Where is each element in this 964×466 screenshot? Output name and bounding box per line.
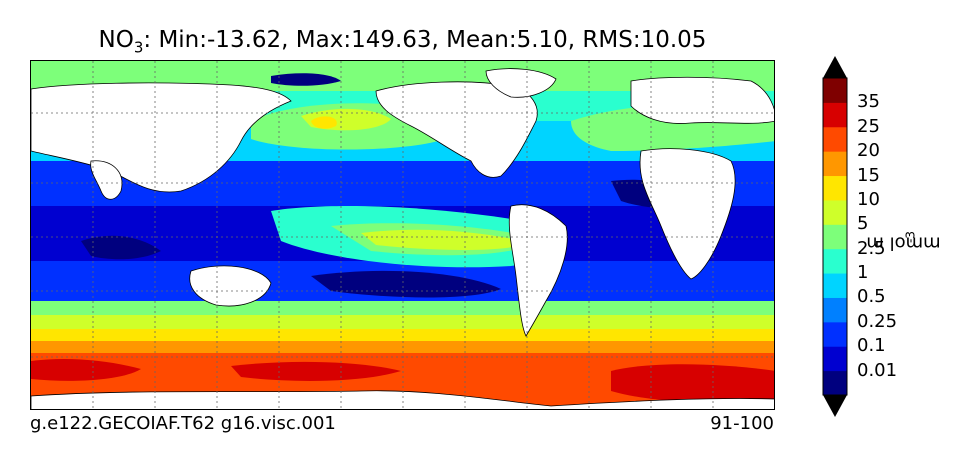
colorbar-segment xyxy=(823,126,847,152)
colorbar-segment xyxy=(823,224,847,250)
north-pacific-peak xyxy=(311,116,337,129)
oligotrophic-pacific-south xyxy=(311,270,501,298)
title-subscript: 3 xyxy=(133,38,144,57)
colorbar-tick-labels: 0.01 0.1 0.25 0.5 1 2.5 5 10 15 20 25 35 xyxy=(857,78,897,393)
colorbar-tick-label: 0.1 xyxy=(857,335,886,357)
colorbar-tick-label: 2.5 xyxy=(857,237,886,259)
band-southern-ocean-a xyxy=(31,341,774,353)
colorbar-segment xyxy=(823,370,847,396)
colorbar-tick-label: 35 xyxy=(857,91,880,113)
colorbar-segment xyxy=(823,346,847,372)
colorbar-tick-label: 1 xyxy=(857,262,869,284)
arctic-peak xyxy=(271,73,341,86)
colorbar-outline xyxy=(822,77,848,396)
north-america-landmass xyxy=(375,81,538,178)
southern-ocean-peak-2 xyxy=(31,358,141,381)
graticule xyxy=(31,61,774,409)
greenland-landmass xyxy=(485,68,557,98)
colorbar-extend-max xyxy=(823,56,847,78)
antarctica-landmass xyxy=(31,390,774,409)
map-panel xyxy=(30,60,775,410)
colorbar-tick-label: 0.25 xyxy=(857,310,898,332)
map-title: NO3: Min:-13.62, Max:149.63, Mean:5.10, … xyxy=(30,27,775,57)
southern-ocean-peak-3 xyxy=(231,361,401,381)
years-label: 91-100 xyxy=(710,413,774,434)
colorbar-segment xyxy=(823,273,847,298)
band-south-mid-c xyxy=(31,329,774,341)
land-masses xyxy=(31,68,774,409)
equatorial-pacific-peak xyxy=(361,229,531,250)
colorbar xyxy=(822,56,848,417)
case-name-label: g.e122.GECOIAF.T62 g16.visc.001 xyxy=(30,413,336,434)
colorbar-segment xyxy=(823,151,847,177)
colorbar-segment xyxy=(823,248,847,274)
units-base: mmol m xyxy=(866,232,941,254)
southern-ocean-peak-1 xyxy=(611,364,774,404)
europe-landmass xyxy=(630,76,774,124)
colorbar-tick-label: 0.5 xyxy=(857,286,886,308)
title-variable: NO xyxy=(98,27,134,53)
colorbar-extend-min xyxy=(823,395,847,417)
colorbar-segment xyxy=(823,297,847,323)
colorbar-segment xyxy=(823,199,847,225)
colorbar-segment xyxy=(823,102,847,128)
oligotrophic-indian xyxy=(81,235,161,260)
colorbar-tick-label: 10 xyxy=(857,188,880,210)
band-south-mid-b xyxy=(31,315,774,329)
australia-landmass xyxy=(189,265,272,307)
africa-landmass xyxy=(639,148,736,280)
nitrate-map xyxy=(31,61,774,409)
south-america-landmass xyxy=(508,204,568,337)
colorbar-segment xyxy=(823,78,847,103)
colorbar-tick-label: 0.01 xyxy=(857,359,898,381)
colorbar-segment xyxy=(823,321,847,347)
colorbar-tick-label: 25 xyxy=(857,115,880,137)
colorbar-tick-label: 15 xyxy=(857,164,880,186)
colorbar-tick-label: 5 xyxy=(857,213,869,235)
colorbar-tick-label: 20 xyxy=(857,140,880,162)
colorbar-segment xyxy=(823,175,847,201)
india-landmass xyxy=(90,160,123,200)
title-stats: : Min:-13.62, Max:149.63, Mean:5.10, RMS… xyxy=(143,27,707,53)
